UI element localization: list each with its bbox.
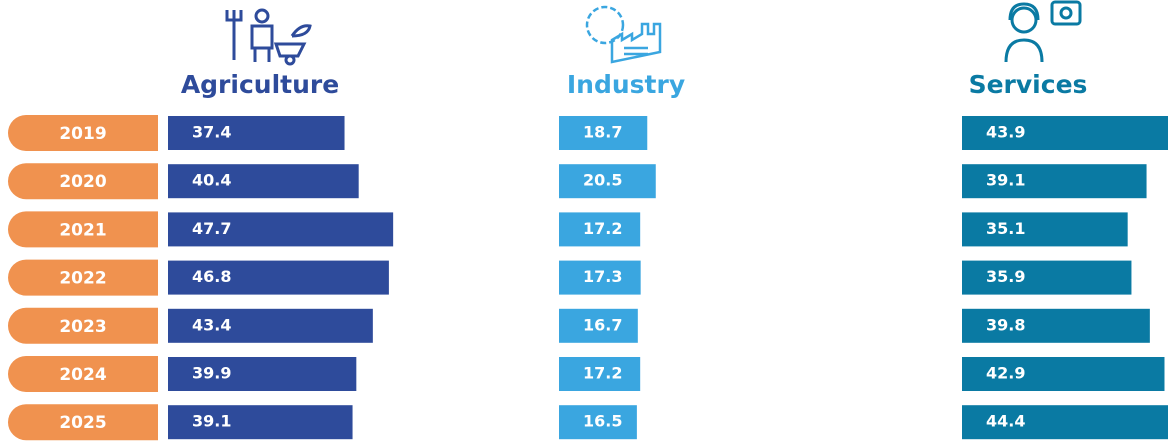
bar xyxy=(559,308,638,343)
bar xyxy=(962,116,1168,150)
value-label: 37.4 xyxy=(192,123,231,142)
value-label: 43.9 xyxy=(986,123,1025,142)
services-icon xyxy=(1004,0,1082,63)
year-pill xyxy=(8,115,158,151)
value-label: 43.4 xyxy=(192,315,231,334)
year-pill xyxy=(8,259,158,296)
value-label: 18.7 xyxy=(583,123,622,142)
year-label: 2024 xyxy=(59,365,106,385)
bar xyxy=(962,308,1150,343)
series-title: Services xyxy=(969,70,1088,99)
bar xyxy=(168,260,389,295)
year-label: 2020 xyxy=(59,172,106,192)
farmer-icon xyxy=(225,8,312,66)
bar xyxy=(962,212,1128,247)
value-label: 47.7 xyxy=(192,219,231,238)
year-label: 2025 xyxy=(59,413,106,433)
value-label: 17.3 xyxy=(583,267,622,286)
year-pill xyxy=(7,307,158,344)
bar xyxy=(962,405,1168,440)
year-label: 2023 xyxy=(59,317,106,337)
value-label: 16.7 xyxy=(583,315,622,334)
value-label: 39.9 xyxy=(192,364,231,383)
value-label: 39.1 xyxy=(192,412,231,431)
year-pill xyxy=(7,404,158,441)
year-label: 2022 xyxy=(59,269,106,289)
bar xyxy=(962,357,1165,391)
bar xyxy=(168,308,373,343)
value-label: 16.5 xyxy=(583,412,622,431)
industry-icon xyxy=(585,5,662,64)
value-label: 42.9 xyxy=(986,364,1025,383)
year-pill xyxy=(8,356,158,392)
bar xyxy=(168,164,359,199)
year-pill xyxy=(7,211,158,248)
value-label: 44.4 xyxy=(986,412,1025,431)
value-label: 17.2 xyxy=(583,364,622,383)
series-title: Agriculture xyxy=(181,70,339,99)
value-label: 35.1 xyxy=(986,219,1025,238)
value-label: 39.8 xyxy=(986,315,1025,334)
bar xyxy=(559,164,656,199)
value-label: 20.5 xyxy=(583,171,622,190)
bar xyxy=(168,405,353,440)
bar xyxy=(168,212,394,247)
year-label: 2019 xyxy=(59,124,106,144)
year-pill xyxy=(7,163,158,200)
bar xyxy=(168,116,345,150)
value-label: 39.1 xyxy=(986,171,1025,190)
bar xyxy=(559,116,648,150)
series-title: Industry xyxy=(567,70,685,99)
value-label: 35.9 xyxy=(986,267,1025,286)
value-label: 40.4 xyxy=(192,171,231,190)
value-label: 46.8 xyxy=(192,267,231,286)
bar xyxy=(168,357,357,391)
bar xyxy=(559,260,641,295)
value-label: 17.2 xyxy=(583,219,622,238)
bar xyxy=(962,164,1147,199)
year-label: 2021 xyxy=(59,220,106,240)
bar xyxy=(559,357,641,391)
bar xyxy=(559,212,641,247)
bar xyxy=(559,405,637,440)
bar xyxy=(962,260,1132,295)
